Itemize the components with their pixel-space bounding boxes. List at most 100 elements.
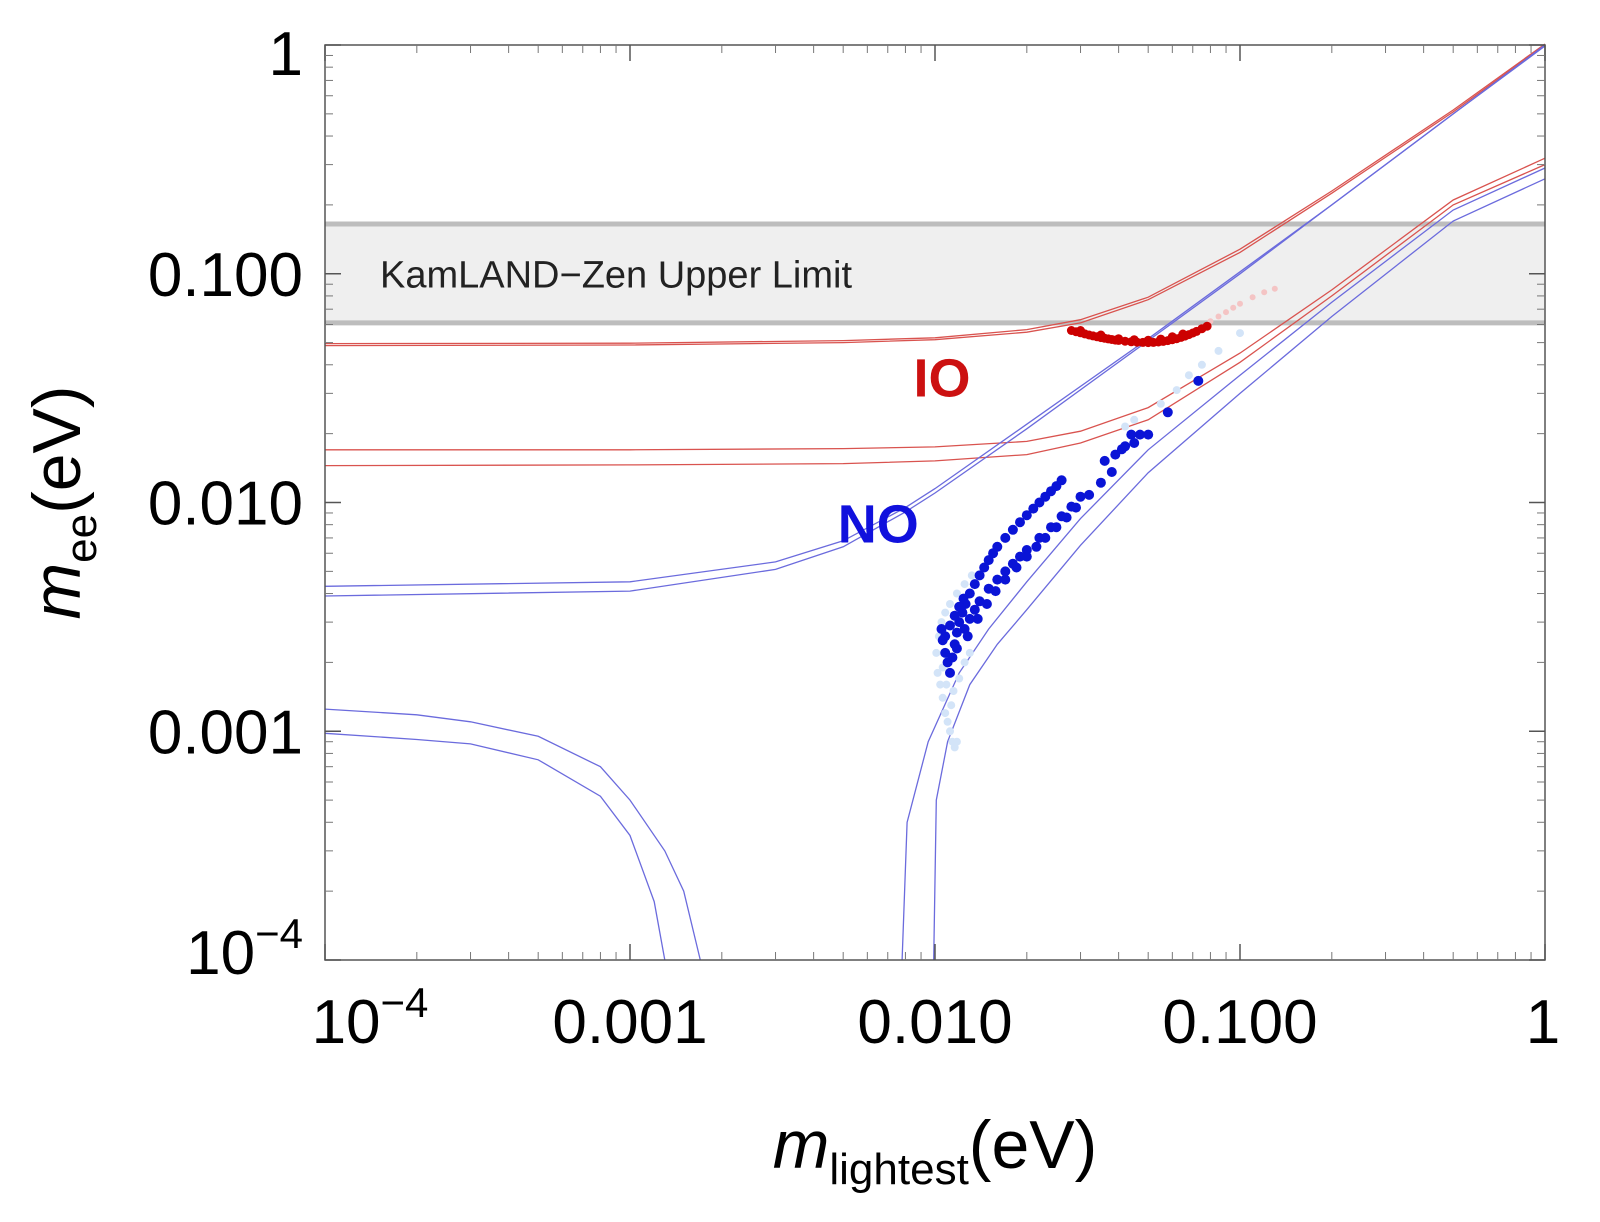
point-NO-points — [951, 627, 962, 638]
point-NO-points — [962, 631, 973, 642]
curve-IO-lower-1 — [325, 157, 1546, 451]
point-NO-points — [1056, 475, 1067, 486]
curve-IO-upper-2 — [324, 44, 1546, 347]
curve-NO-lower-right-2 — [933, 178, 1546, 961]
point-NO-faint — [952, 589, 961, 598]
point-NO-points — [1143, 429, 1154, 440]
x-axis-title: mlightest(eV) — [773, 1107, 1098, 1194]
curve-NO-upper-2 — [324, 45, 1546, 597]
x-axis-title-sub: lightest — [829, 1145, 968, 1194]
point-NO-points — [1021, 551, 1032, 562]
point-NO-faint — [1121, 422, 1130, 431]
point-NO-faint — [938, 693, 947, 702]
x-axis-title-main: m — [773, 1107, 830, 1183]
band-fill — [325, 224, 1545, 323]
y-axis-title: mee(eV) — [19, 385, 106, 619]
curve-IO-upper-1 — [324, 43, 1546, 345]
point-NO-faint — [1197, 360, 1206, 369]
x-tick-label: 0.100 — [1162, 988, 1317, 1057]
point-NO-points — [1051, 522, 1062, 533]
point-NO-points — [1099, 455, 1110, 466]
point-NO-points — [1110, 449, 1121, 460]
point-NO-faint — [942, 680, 951, 689]
point-NO-faint — [967, 571, 976, 580]
point-NO-faint — [932, 648, 941, 657]
point-NO-points — [1071, 502, 1081, 513]
x-tick-label: 0.001 — [552, 988, 707, 1057]
point-IO-points — [1076, 326, 1085, 335]
point-NO-faint — [946, 727, 954, 736]
point-NO-points — [940, 631, 951, 642]
x-tick-label: 0.010 — [857, 988, 1012, 1057]
point-NO-faint — [960, 658, 969, 667]
point-NO-points — [1106, 467, 1117, 477]
point-NO-faint — [952, 737, 961, 746]
point-NO-points — [990, 586, 1001, 597]
point-NO-faint — [955, 674, 964, 683]
point-NO-faint — [947, 701, 956, 710]
point-NO-points — [1084, 489, 1095, 500]
point-NO-points — [981, 599, 992, 609]
point-IO-faint — [1271, 285, 1278, 292]
point-NO-points — [954, 601, 965, 612]
point-NO-faint — [941, 709, 950, 718]
point-IO-faint — [1261, 289, 1268, 296]
point-NO-points — [1061, 512, 1072, 523]
point-NO-points — [1011, 562, 1022, 573]
point-NO-points — [979, 562, 990, 573]
y-axis-title-sub: ee — [57, 514, 106, 563]
point-NO-faint — [949, 687, 958, 695]
x-tick-label: 1 — [1526, 988, 1560, 1057]
point-NO-points — [945, 667, 955, 678]
point-NO-points — [1015, 517, 1025, 528]
point-NO-points — [1129, 438, 1140, 448]
point-IO-points — [1114, 334, 1124, 344]
point-NO-points — [1162, 407, 1173, 418]
curve-NO-lower-left-inner — [324, 732, 666, 961]
y-tick-label: 0.100 — [148, 241, 303, 310]
point-NO-points — [1000, 574, 1011, 585]
point-NO-points — [969, 604, 980, 615]
point-NO-faint — [1214, 346, 1223, 355]
point-NO-points — [940, 647, 951, 658]
point-NO-points — [1007, 524, 1018, 535]
point-IO-points — [1156, 334, 1166, 344]
point-NO-points — [974, 570, 985, 581]
point-NO-points — [1000, 566, 1011, 577]
region-label-io: IO — [913, 349, 970, 409]
point-NO-points — [972, 613, 983, 624]
y-tick-label: 1 — [269, 20, 303, 89]
point-IO-points — [1167, 332, 1177, 342]
point-NO-points — [1193, 375, 1204, 386]
point-NO-faint — [1156, 399, 1165, 408]
point-NO-points — [1028, 503, 1039, 514]
curve-IO-lower-2 — [324, 164, 1546, 467]
y-tick-label: 0.001 — [148, 698, 303, 767]
point-IO-faint — [1249, 294, 1256, 301]
point-IO-points — [1178, 329, 1188, 339]
point-NO-faint — [946, 600, 954, 608]
y-tick-label: 0.010 — [148, 470, 303, 539]
point-NO-faint — [936, 680, 945, 689]
y-axis-title-unit: (eV) — [19, 385, 95, 513]
curve-NO-lower-left-outer — [324, 708, 701, 961]
point-NO-points — [1021, 510, 1032, 521]
point-IO-points — [1096, 330, 1106, 340]
point-NO-points — [1135, 429, 1145, 440]
point-NO-points — [992, 574, 1003, 585]
point-IO-points — [1143, 335, 1153, 345]
x-axis-title-unit: (eV) — [969, 1107, 1097, 1183]
y-axis-title-main: m — [19, 563, 95, 620]
point-NO-points — [1126, 429, 1137, 440]
point-NO-faint — [937, 618, 946, 627]
point-NO-faint — [1130, 415, 1139, 424]
point-IO-faint — [1230, 304, 1237, 311]
point-NO-faint — [960, 580, 969, 589]
point-NO-points — [1116, 444, 1127, 455]
curves — [324, 43, 1546, 961]
point-NO-points — [992, 541, 1003, 552]
point-NO-points — [1000, 532, 1011, 543]
point-IO-faint — [1237, 300, 1243, 307]
point-IO-points — [1129, 335, 1139, 345]
point-NO-points — [958, 593, 969, 604]
